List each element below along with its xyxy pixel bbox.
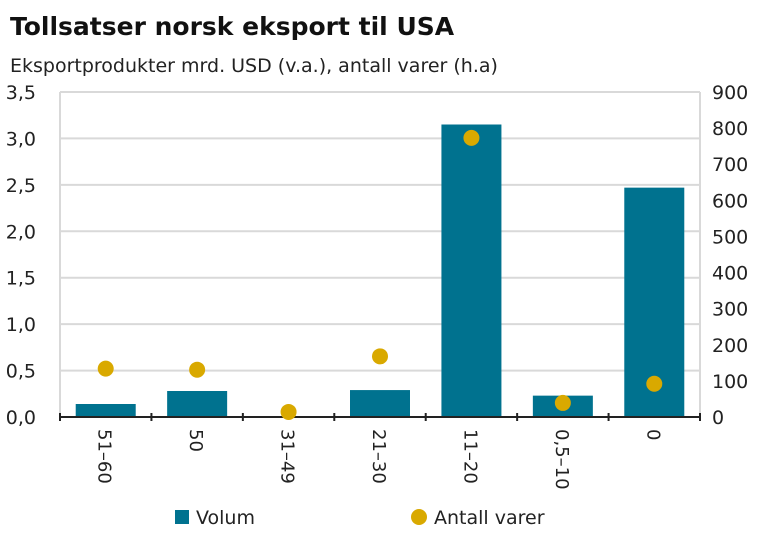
- right-tick-label: 700: [712, 154, 748, 176]
- left-tick-label: 1,5: [6, 268, 36, 290]
- right-tick-label: 800: [712, 118, 748, 140]
- data-point: [372, 348, 388, 365]
- right-tick-label: 900: [712, 82, 748, 104]
- chart-subtitle: Eksportprodukter mrd. USD (v.a.), antall…: [10, 55, 498, 77]
- right-tick-label: 100: [712, 371, 748, 393]
- left-tick-label: 0,0: [6, 407, 36, 429]
- data-point: [463, 129, 480, 146]
- bar: [441, 124, 502, 417]
- x-tick-label: 31–49: [277, 429, 298, 484]
- data-point: [280, 403, 297, 420]
- x-tick-label: 21–30: [368, 429, 389, 484]
- right-tick-label: 200: [712, 335, 748, 357]
- legend-swatch-volum: [175, 510, 189, 524]
- x-tick-label: 11–20: [459, 429, 480, 484]
- x-tick-label: 0: [642, 429, 663, 440]
- data-point: [97, 360, 114, 377]
- left-tick-label: 2,0: [6, 221, 36, 243]
- x-tick-label: 0,5–10: [551, 429, 572, 490]
- left-tick-label: 2,5: [6, 175, 36, 197]
- x-tick-label: 51–60: [94, 429, 115, 484]
- legend-swatch-antall-varer: [411, 509, 427, 525]
- right-tick-label: 500: [712, 226, 748, 248]
- data-point: [646, 375, 663, 392]
- bar: [167, 391, 228, 417]
- right-tick-label: 300: [712, 299, 748, 321]
- x-tick-label: 50: [185, 429, 206, 452]
- left-tick-label: 0,5: [6, 361, 36, 383]
- left-tick-label: 3,5: [6, 82, 36, 104]
- bar: [350, 390, 410, 417]
- chart-title: Tollsatser norsk eksport til USA: [10, 12, 455, 41]
- data-point: [554, 394, 571, 411]
- legend-label-volum: Volum: [196, 507, 255, 529]
- bar: [75, 404, 136, 417]
- right-tick-label: 0: [712, 407, 724, 429]
- data-point: [189, 361, 206, 378]
- right-tick-label: 600: [712, 190, 748, 212]
- right-tick-label: 400: [712, 263, 748, 285]
- left-tick-label: 1,0: [6, 314, 36, 336]
- left-tick-label: 3,0: [6, 128, 36, 150]
- legend-label-antall-varer: Antall varer: [434, 507, 545, 529]
